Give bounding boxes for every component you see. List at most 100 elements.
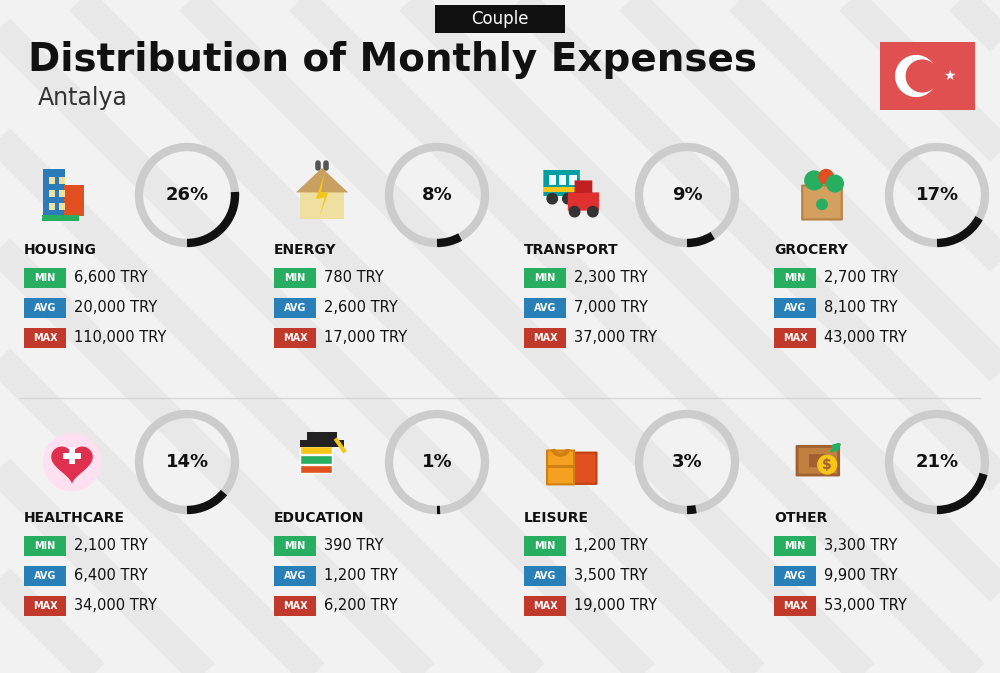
Text: AVG: AVG [284, 571, 306, 581]
Text: 9,900 TRY: 9,900 TRY [824, 569, 898, 583]
FancyBboxPatch shape [24, 566, 66, 586]
FancyBboxPatch shape [774, 268, 816, 288]
Text: AVG: AVG [34, 303, 56, 313]
Polygon shape [296, 168, 348, 192]
Text: 110,000 TRY: 110,000 TRY [74, 330, 166, 345]
Circle shape [547, 193, 557, 204]
Text: GROCERY: GROCERY [774, 243, 848, 257]
FancyBboxPatch shape [42, 215, 79, 221]
FancyBboxPatch shape [274, 298, 316, 318]
FancyBboxPatch shape [24, 536, 66, 556]
Text: Antalya: Antalya [38, 86, 128, 110]
Text: 3,300 TRY: 3,300 TRY [824, 538, 897, 553]
Polygon shape [316, 173, 328, 217]
Circle shape [569, 207, 580, 217]
Text: ★: ★ [943, 69, 956, 83]
Circle shape [819, 170, 833, 184]
FancyBboxPatch shape [274, 536, 316, 556]
Text: MAX: MAX [283, 601, 307, 611]
Text: 7,000 TRY: 7,000 TRY [574, 301, 648, 316]
Text: 8,100 TRY: 8,100 TRY [824, 301, 898, 316]
Text: 6,600 TRY: 6,600 TRY [74, 271, 148, 285]
Text: MIN: MIN [284, 541, 306, 551]
FancyBboxPatch shape [59, 177, 65, 184]
Text: AVG: AVG [534, 571, 556, 581]
FancyBboxPatch shape [69, 448, 75, 464]
FancyBboxPatch shape [547, 450, 574, 485]
FancyBboxPatch shape [774, 328, 816, 348]
Text: MAX: MAX [533, 601, 557, 611]
FancyBboxPatch shape [300, 440, 344, 448]
FancyBboxPatch shape [49, 203, 55, 210]
Text: $: $ [822, 458, 832, 472]
FancyBboxPatch shape [809, 454, 827, 467]
Text: 26%: 26% [165, 186, 209, 204]
Circle shape [906, 60, 938, 92]
FancyBboxPatch shape [524, 268, 566, 288]
Text: 6,200 TRY: 6,200 TRY [324, 598, 398, 614]
Text: 9%: 9% [672, 186, 702, 204]
Circle shape [818, 455, 837, 474]
Text: EDUCATION: EDUCATION [274, 511, 364, 525]
FancyBboxPatch shape [24, 596, 66, 616]
FancyBboxPatch shape [575, 180, 592, 193]
Text: Distribution of Monthly Expenses: Distribution of Monthly Expenses [28, 41, 757, 79]
Text: 14%: 14% [165, 453, 209, 471]
FancyBboxPatch shape [300, 464, 332, 473]
FancyBboxPatch shape [43, 169, 65, 216]
Circle shape [588, 207, 598, 217]
Text: 2,300 TRY: 2,300 TRY [574, 271, 648, 285]
Text: Couple: Couple [471, 10, 529, 28]
Text: MAX: MAX [533, 333, 557, 343]
Text: 3%: 3% [672, 453, 702, 471]
Text: HEALTHCARE: HEALTHCARE [24, 511, 125, 525]
FancyBboxPatch shape [802, 186, 842, 219]
Text: MIN: MIN [34, 273, 56, 283]
Text: 53,000 TRY: 53,000 TRY [824, 598, 907, 614]
FancyBboxPatch shape [307, 432, 337, 441]
FancyBboxPatch shape [49, 177, 55, 184]
Text: 2,600 TRY: 2,600 TRY [324, 301, 398, 316]
FancyBboxPatch shape [569, 453, 596, 484]
Text: 43,000 TRY: 43,000 TRY [824, 330, 907, 345]
Text: 3,500 TRY: 3,500 TRY [574, 569, 648, 583]
Text: 2,100 TRY: 2,100 TRY [74, 538, 148, 553]
FancyBboxPatch shape [543, 170, 580, 196]
Circle shape [805, 171, 824, 190]
FancyBboxPatch shape [64, 184, 84, 216]
Text: MIN: MIN [784, 541, 806, 551]
FancyBboxPatch shape [63, 453, 81, 459]
Text: MAX: MAX [33, 333, 57, 343]
FancyBboxPatch shape [59, 190, 65, 197]
Text: AVG: AVG [784, 303, 806, 313]
Text: ENERGY: ENERGY [274, 243, 337, 257]
Circle shape [817, 199, 827, 209]
Text: MAX: MAX [283, 333, 307, 343]
FancyBboxPatch shape [274, 596, 316, 616]
Text: 1%: 1% [422, 453, 452, 471]
Text: MIN: MIN [284, 273, 306, 283]
Text: 17%: 17% [915, 186, 959, 204]
Text: MIN: MIN [534, 273, 556, 283]
Text: 390 TRY: 390 TRY [324, 538, 384, 553]
FancyBboxPatch shape [774, 298, 816, 318]
FancyBboxPatch shape [547, 464, 574, 468]
Circle shape [827, 175, 843, 192]
FancyBboxPatch shape [24, 328, 66, 348]
Text: AVG: AVG [34, 571, 56, 581]
FancyBboxPatch shape [49, 190, 55, 197]
Text: 1,200 TRY: 1,200 TRY [324, 569, 398, 583]
Text: LEISURE: LEISURE [524, 511, 589, 525]
FancyBboxPatch shape [568, 192, 599, 211]
Text: 20,000 TRY: 20,000 TRY [74, 301, 157, 316]
Text: 8%: 8% [422, 186, 452, 204]
Text: MIN: MIN [784, 273, 806, 283]
Text: MAX: MAX [783, 601, 807, 611]
FancyBboxPatch shape [24, 298, 66, 318]
Text: 37,000 TRY: 37,000 TRY [574, 330, 657, 345]
FancyBboxPatch shape [435, 5, 565, 33]
FancyBboxPatch shape [524, 536, 566, 556]
Text: 17,000 TRY: 17,000 TRY [324, 330, 407, 345]
FancyBboxPatch shape [59, 203, 65, 210]
FancyBboxPatch shape [774, 566, 816, 586]
